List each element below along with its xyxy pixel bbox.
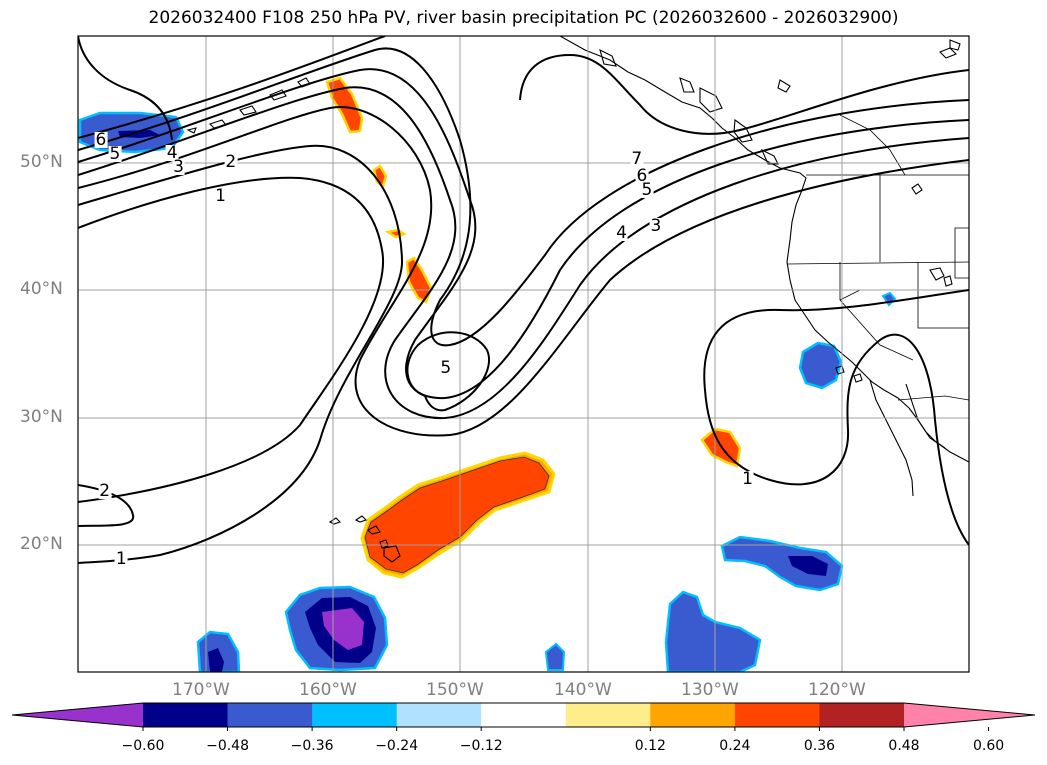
pv-contour-label: 3 bbox=[649, 215, 663, 236]
colorbar-tick-label: 0.48 bbox=[888, 738, 920, 754]
colorbar-segment bbox=[819, 703, 905, 727]
pv-contour-label: 3 bbox=[172, 157, 185, 178]
colorbar-tick-label: 0.24 bbox=[719, 738, 751, 754]
pv-contour-label: 1 bbox=[214, 186, 227, 207]
pv-contour-label: 1 bbox=[114, 548, 128, 569]
colorbar-segment bbox=[143, 703, 229, 727]
lat-label-20n: 20°N bbox=[20, 534, 63, 554]
colorbar-segment bbox=[565, 703, 651, 727]
lat-label-30n: 30°N bbox=[20, 407, 63, 427]
pv-contour-label: 5 bbox=[439, 357, 453, 378]
colorbar-tick-label: 0.36 bbox=[803, 738, 836, 754]
colorbar-tick-label: −0.60 bbox=[121, 738, 165, 754]
precip-blob-negative bbox=[544, 642, 566, 671]
pv-contour-label: 2 bbox=[98, 481, 112, 502]
precip-blob-negative bbox=[798, 341, 843, 390]
colorbar-tick-label: 0.12 bbox=[634, 738, 666, 754]
colorbar-tick-label: −0.36 bbox=[290, 738, 334, 754]
lon-label-170w: 170°W bbox=[172, 680, 230, 700]
gridlines bbox=[78, 36, 969, 672]
pv-contour-label: 5 bbox=[108, 144, 122, 165]
lat-label-40n: 40°N bbox=[20, 279, 63, 299]
map-title: 2026032400 F108 250 hPa PV, river basin … bbox=[148, 8, 899, 28]
colorbar-segment bbox=[650, 703, 736, 727]
lat-label-50n: 50°N bbox=[20, 152, 63, 172]
colorbar-tick-label: 0.60 bbox=[972, 738, 1005, 754]
pv-contour-label: 2 bbox=[224, 151, 238, 172]
pv-contour-label: 6 bbox=[635, 165, 649, 186]
pv-contour-label: 5 bbox=[640, 179, 654, 200]
precipitation-shading bbox=[78, 76, 897, 672]
precip-blob-positive-core bbox=[364, 456, 550, 574]
colorbar-extend-max bbox=[904, 703, 1035, 727]
pv-contour-label: 1 bbox=[741, 468, 754, 489]
lon-label-120w: 120°W bbox=[808, 680, 866, 700]
precip-blob-negative bbox=[788, 556, 828, 576]
plot-frame bbox=[77, 35, 970, 673]
lon-label-140w: 140°W bbox=[554, 680, 612, 700]
pv-contour-label: 6 bbox=[94, 130, 108, 151]
colorbar-segment bbox=[481, 703, 567, 727]
lon-label-160w: 160°W bbox=[299, 680, 357, 700]
colorbar-segment bbox=[312, 703, 398, 727]
colorbar-segment bbox=[227, 703, 313, 727]
lon-label-150w: 150°W bbox=[426, 680, 484, 700]
pv-contour-label: 7 bbox=[630, 149, 644, 170]
coastlines bbox=[186, 36, 969, 563]
colorbar-segment bbox=[734, 703, 820, 727]
colorbar bbox=[11, 702, 1036, 731]
precip-blob-negative bbox=[118, 130, 160, 138]
colorbar-tick-label: −0.12 bbox=[459, 738, 503, 754]
precip-blob-positive bbox=[384, 228, 407, 239]
precip-blob-negative bbox=[664, 590, 762, 672]
colorbar-segment bbox=[396, 703, 482, 727]
precip-blob-negative bbox=[208, 648, 224, 672]
precip-blob-positive bbox=[325, 76, 364, 134]
lon-label-130w: 130°W bbox=[681, 680, 739, 700]
precip-blob-negative bbox=[720, 535, 844, 592]
pv-contour-label: 4 bbox=[615, 223, 628, 244]
colorbar-tick-label: −0.48 bbox=[206, 738, 249, 754]
colorbar-tick-label: −0.24 bbox=[375, 738, 419, 754]
pv-contours bbox=[78, 36, 969, 564]
pv-contour-label: 4 bbox=[165, 143, 179, 164]
colorbar-extend-min bbox=[12, 703, 143, 727]
